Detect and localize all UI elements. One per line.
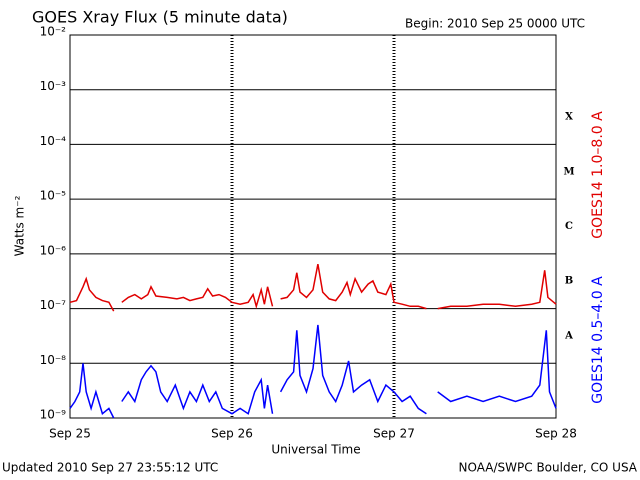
y-tick-label: 10⁻⁶ [40, 243, 67, 257]
legend-label: GOES14 1.0–8.0 A [590, 111, 606, 239]
series-line [69, 263, 557, 312]
flare-class-label: B [565, 276, 573, 287]
series-line [69, 324, 557, 419]
x-axis-label: Universal Time [271, 443, 360, 457]
x-tick-label: Sep 26 [211, 427, 253, 441]
y-tick-label: 10⁻² [40, 25, 67, 39]
y-tick-label: 10⁻⁴ [40, 134, 67, 148]
chart-title: GOES Xray Flux (5 minute data) [32, 8, 288, 27]
flare-class-label: M [563, 166, 574, 177]
y-tick-label: 10⁻⁵ [40, 189, 67, 203]
chart-subtitle: Begin: 2010 Sep 25 0000 UTC [405, 17, 585, 31]
plot-frame [69, 34, 557, 419]
flare-class-label: A [564, 330, 573, 341]
x-tick-label: Sep 28 [535, 427, 577, 441]
legend-label: GOES14 0.5–4.0 A [590, 276, 606, 404]
y-tick-label: 10⁻⁹ [40, 408, 67, 422]
y-axis-label: Watts m⁻² [13, 195, 27, 256]
footer-left: Updated 2010 Sep 27 23:55:12 UTC [2, 461, 218, 475]
y-tick-label: 10⁻³ [40, 79, 67, 93]
flare-class-label: C [565, 221, 573, 232]
flare-class-label: X [565, 112, 573, 123]
y-tick-label: 10⁻⁷ [40, 298, 67, 312]
x-tick-label: Sep 27 [373, 427, 415, 441]
footer-right: NOAA/SWPC Boulder, CO USA [459, 461, 638, 475]
x-tick-label: Sep 25 [49, 427, 91, 441]
y-tick-label: 10⁻⁸ [40, 353, 67, 367]
